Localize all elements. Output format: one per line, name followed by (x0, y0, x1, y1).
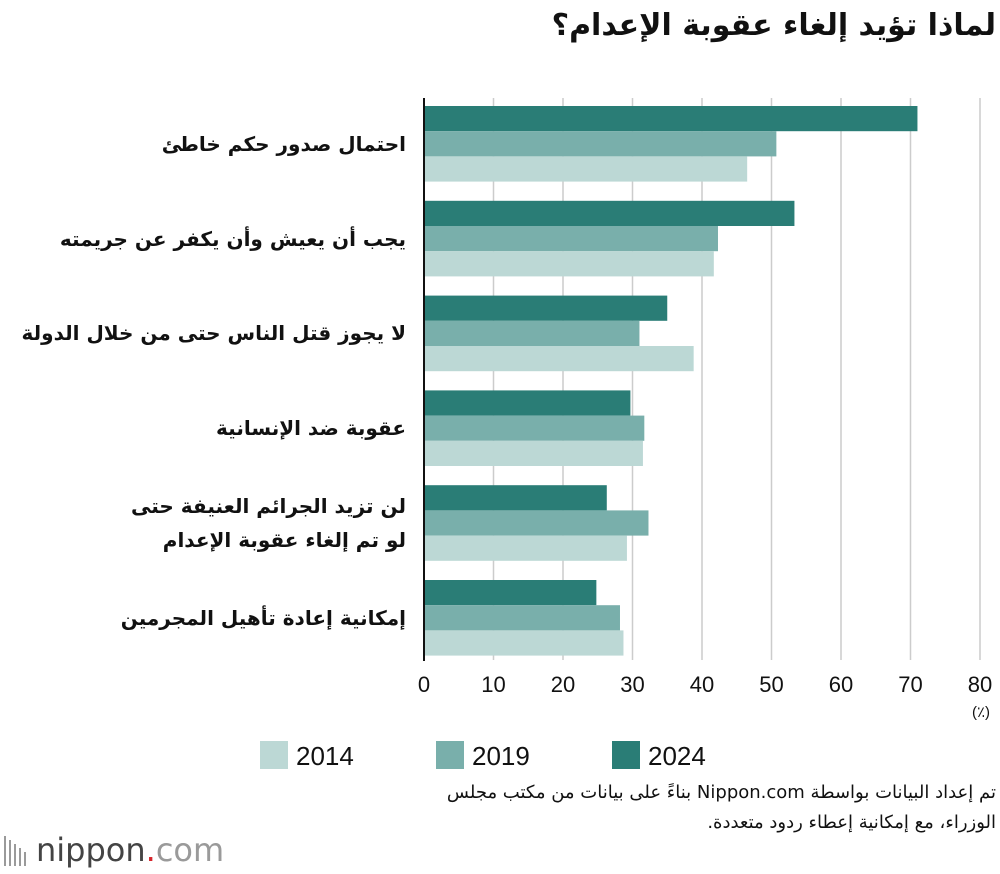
legend-label-2024: 2024 (648, 741, 706, 771)
category-label-line: لا يجوز قتل الناس حتى من خلال الدولة (21, 321, 407, 346)
category-label-line: لو تم إلغاء عقوبة الإعدام (162, 528, 406, 552)
x-tick-label-40: 40 (689, 672, 715, 697)
bar-2024-3 (424, 390, 631, 416)
bar-2019-0 (424, 131, 777, 157)
legend-label-2019: 2019 (472, 741, 530, 771)
x-tick-label-70: 70 (898, 672, 923, 697)
bar-2019-4 (424, 510, 649, 536)
category-label-line: احتمال صدور حكم خاطئ (161, 131, 406, 156)
bar-2024-0 (424, 106, 918, 132)
category-label-line: لن تزيد الجرائم العنيفة حتى (131, 494, 406, 518)
source-line-2: الوزراء، مع إمكانية إعطاء ردود متعددة. (707, 812, 996, 833)
legend-swatch-2019 (436, 741, 464, 769)
bar-2014-4 (424, 535, 627, 561)
x-tick-label-60: 60 (828, 672, 854, 697)
x-axis-unit: (٪) (971, 704, 991, 721)
bar-2019-5 (424, 605, 620, 631)
source-line-1: تم إعداد البيانات بواسطة Nippon.com بناء… (446, 782, 996, 803)
category-label-line: عقوبة ضد الإنسانية (216, 416, 406, 441)
category-label-3: عقوبة ضد الإنسانية (6, 411, 406, 445)
bar-2014-3 (424, 440, 643, 466)
bar-2019-3 (424, 415, 645, 441)
bar-2014-1 (424, 251, 714, 277)
bar-2014-5 (424, 630, 624, 656)
bar-2019-2 (424, 320, 640, 346)
x-tick-label-0: 0 (417, 672, 431, 697)
category-label-line: إمكانية إعادة تأهيل المجرمين (120, 605, 406, 630)
bar-2024-2 (424, 295, 668, 321)
category-label-2: لا يجوز قتل الناس حتى من خلال الدولة (6, 316, 407, 350)
bar-2024-4 (424, 485, 607, 511)
legend-label-2014: 2014 (296, 741, 354, 771)
x-tick-label-20: 20 (550, 672, 576, 697)
x-tick-label-30: 30 (620, 672, 645, 697)
category-label-0: احتمال صدور حكم خاطئ (6, 127, 406, 161)
category-label-5: إمكانية إعادة تأهيل المجرمين (6, 601, 406, 635)
legend: 2014 2019 2024 (0, 738, 1000, 778)
x-tick-label-80: 80 (967, 672, 993, 697)
logo-bars-icon (4, 836, 28, 866)
category-label-4: لن تزيد الجرائم العنيفة حتى لو تم إلغاء ع… (6, 489, 406, 557)
logo-text: nippon.com (36, 831, 225, 869)
chart-title: لماذا تؤيد إلغاء عقوبة الإعدام؟ (551, 8, 996, 43)
legend-swatch-2024 (612, 741, 640, 769)
category-label-line: يجب أن يعيش وأن يكفر عن جريمته (59, 226, 406, 251)
x-tick-label-50: 50 (759, 672, 784, 697)
legend-swatch-2014 (260, 741, 288, 769)
source-note: تم إعداد البيانات بواسطة Nippon.com بناء… (296, 778, 996, 838)
x-tick-label-10: 10 (481, 672, 506, 697)
bar-2019-1 (424, 226, 718, 252)
bar-2014-2 (424, 346, 694, 372)
bar-2024-5 (424, 580, 597, 606)
bar-2024-1 (424, 200, 795, 226)
bar-2014-0 (424, 156, 748, 182)
category-label-1: يجب أن يعيش وأن يكفر عن جريمته (6, 222, 406, 256)
